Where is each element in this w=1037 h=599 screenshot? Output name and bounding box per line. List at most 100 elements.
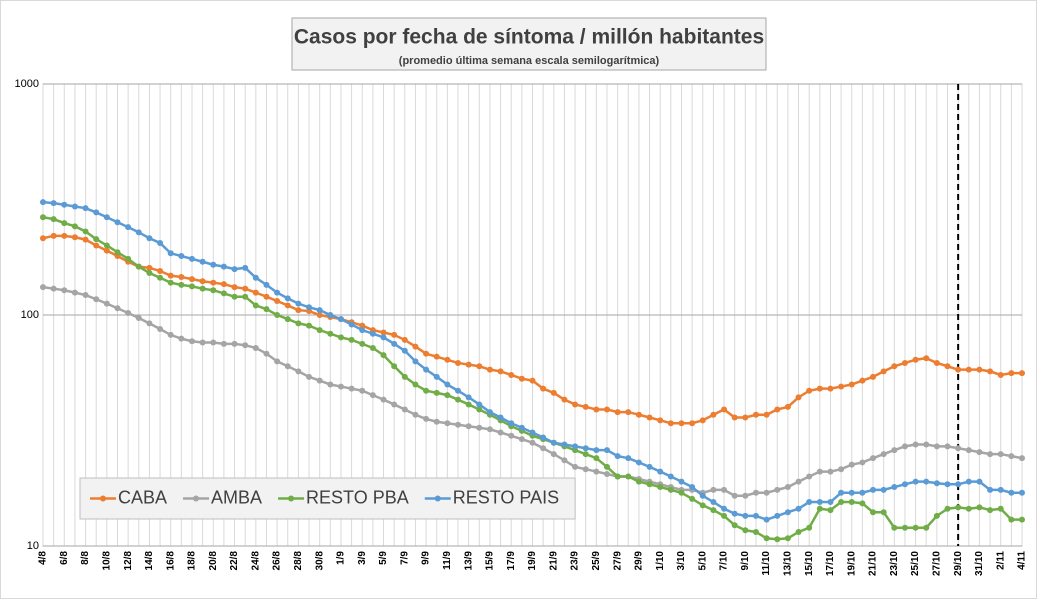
x-tick-label: 15/9 bbox=[485, 551, 496, 571]
data-point bbox=[497, 368, 504, 375]
data-point bbox=[486, 426, 493, 433]
data-point bbox=[274, 297, 281, 304]
data-point bbox=[923, 478, 930, 485]
data-point bbox=[774, 406, 781, 413]
x-tick-label: 27/10 bbox=[932, 551, 943, 576]
data-point bbox=[274, 289, 281, 296]
data-point bbox=[689, 420, 696, 427]
data-point bbox=[710, 411, 717, 418]
data-point bbox=[699, 417, 706, 424]
data-point bbox=[518, 424, 525, 431]
data-point bbox=[1019, 370, 1025, 377]
data-point bbox=[337, 316, 344, 323]
data-point bbox=[572, 401, 579, 408]
data-point bbox=[603, 470, 610, 477]
legend-swatch-marker bbox=[288, 495, 295, 502]
legend-box bbox=[79, 477, 576, 520]
data-point bbox=[135, 263, 142, 270]
data-point bbox=[625, 455, 632, 462]
data-point bbox=[252, 344, 259, 351]
data-point bbox=[444, 381, 451, 388]
data-point bbox=[827, 385, 834, 392]
x-tick-label: 23/10 bbox=[889, 551, 900, 576]
data-point bbox=[263, 306, 270, 313]
data-point bbox=[976, 478, 983, 485]
data-point bbox=[423, 415, 430, 422]
data-point bbox=[1008, 370, 1015, 377]
x-tick-label: 4/11 bbox=[1017, 551, 1028, 570]
data-point bbox=[199, 278, 206, 285]
data-point bbox=[486, 409, 493, 416]
data-point bbox=[242, 285, 249, 292]
data-point bbox=[327, 381, 334, 388]
data-point bbox=[61, 232, 68, 239]
data-point bbox=[1008, 453, 1015, 460]
data-point bbox=[944, 443, 951, 450]
data-point bbox=[167, 250, 174, 257]
data-point bbox=[572, 443, 579, 450]
data-point bbox=[359, 327, 366, 334]
x-tick-label: 19/9 bbox=[527, 551, 538, 571]
data-point bbox=[625, 473, 632, 480]
data-point bbox=[284, 302, 291, 309]
data-point bbox=[912, 524, 919, 531]
data-point bbox=[987, 486, 994, 493]
data-point bbox=[752, 489, 759, 496]
data-point bbox=[146, 264, 153, 271]
data-point bbox=[784, 484, 791, 491]
data-point bbox=[848, 489, 855, 496]
data-point bbox=[933, 480, 940, 487]
legend-label: AMBA bbox=[211, 487, 262, 507]
data-point bbox=[316, 377, 323, 384]
data-point bbox=[401, 336, 408, 343]
data-point bbox=[465, 394, 472, 401]
data-point bbox=[987, 368, 994, 375]
y-tick-label: 10 bbox=[27, 540, 39, 552]
data-point bbox=[82, 205, 89, 212]
data-point bbox=[731, 492, 738, 499]
data-point bbox=[838, 383, 845, 390]
data-point bbox=[167, 272, 174, 279]
x-tick-label: 3/9 bbox=[357, 551, 368, 565]
x-tick-label: 11/10 bbox=[761, 551, 772, 576]
data-point bbox=[274, 358, 281, 365]
data-point bbox=[678, 478, 685, 485]
data-point bbox=[146, 320, 153, 327]
data-point bbox=[1008, 489, 1015, 496]
data-point bbox=[252, 289, 259, 296]
data-point bbox=[603, 406, 610, 413]
data-point bbox=[316, 327, 323, 334]
data-point bbox=[476, 401, 483, 408]
data-point bbox=[306, 373, 313, 380]
data-point bbox=[476, 363, 483, 370]
data-point bbox=[997, 451, 1004, 458]
data-point bbox=[188, 283, 195, 290]
data-point bbox=[295, 368, 302, 375]
data-point bbox=[295, 300, 302, 307]
data-point bbox=[199, 285, 206, 292]
data-point bbox=[71, 223, 78, 230]
data-point bbox=[316, 307, 323, 314]
data-point bbox=[891, 363, 898, 370]
data-point bbox=[1019, 489, 1025, 496]
legend-label: RESTO PBA bbox=[306, 487, 409, 507]
data-point bbox=[401, 406, 408, 413]
data-point bbox=[178, 335, 185, 342]
legend-label: RESTO PAIS bbox=[453, 487, 559, 507]
data-point bbox=[816, 505, 823, 512]
data-point bbox=[561, 396, 568, 403]
data-point bbox=[61, 287, 68, 294]
data-point bbox=[731, 414, 738, 421]
data-point bbox=[625, 409, 632, 416]
x-tick-label: 10/8 bbox=[101, 551, 112, 571]
legend-label: CABA bbox=[118, 487, 167, 507]
data-point bbox=[455, 359, 462, 366]
x-tick-label: 20/8 bbox=[208, 551, 219, 571]
data-point bbox=[40, 214, 46, 221]
data-point bbox=[380, 329, 387, 336]
data-point bbox=[870, 486, 877, 493]
data-point bbox=[465, 361, 472, 368]
x-tick-label: 5/9 bbox=[378, 551, 389, 565]
data-point bbox=[497, 414, 504, 421]
